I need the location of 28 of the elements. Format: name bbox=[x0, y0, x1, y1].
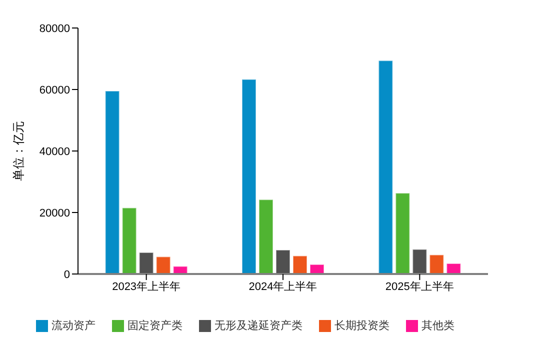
bar bbox=[258, 199, 274, 274]
y-tick-label: 40000 bbox=[39, 146, 70, 158]
bar bbox=[429, 254, 444, 274]
bar bbox=[122, 207, 137, 274]
x-tick-label: 2024年上半年 bbox=[248, 280, 318, 293]
bar bbox=[378, 60, 394, 274]
bar bbox=[412, 248, 428, 274]
legend-label: 固定资产类 bbox=[128, 320, 182, 332]
y-axis-title: 单位：亿元 bbox=[11, 121, 26, 181]
legend-label: 其他类 bbox=[422, 320, 454, 332]
x-tick-label: 2023年上半年 bbox=[112, 280, 181, 293]
x-tick-label: 2025年上半年 bbox=[385, 280, 454, 293]
y-tick-label: 20000 bbox=[39, 207, 70, 220]
bar bbox=[310, 264, 324, 274]
y-tick-label: 60000 bbox=[39, 84, 70, 96]
legend-label: 长期投资类 bbox=[334, 320, 390, 332]
bar bbox=[446, 263, 462, 274]
bar bbox=[242, 78, 256, 274]
legend-label: 流动资产 bbox=[52, 320, 96, 332]
y-tick-label: 0 bbox=[64, 268, 70, 281]
bar bbox=[138, 252, 154, 274]
legend-label: 无形及递延资产类 bbox=[214, 320, 302, 332]
y-tick-label: 80000 bbox=[39, 22, 70, 35]
bar bbox=[276, 250, 290, 274]
bar bbox=[395, 192, 410, 274]
bar bbox=[156, 256, 171, 274]
bar bbox=[292, 255, 308, 274]
bar bbox=[104, 90, 120, 274]
